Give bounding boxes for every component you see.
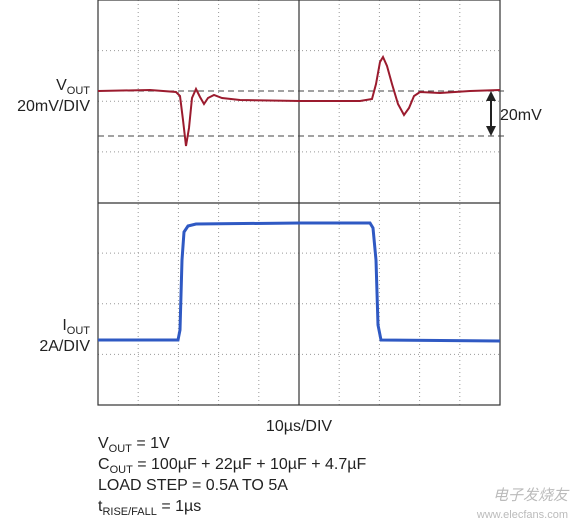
watermark-url: www.elecfans.com (476, 509, 568, 521)
vout-scale: 20mV/DIV (17, 98, 90, 115)
iout-scale: 2A/DIV (39, 338, 90, 355)
condition-symbol: V (98, 435, 109, 452)
condition-line: LOAD STEP = 0.5A TO 5A (98, 477, 288, 494)
condition-subscript: OUT (110, 464, 134, 476)
condition-subscript: RISE/FALL (102, 506, 156, 518)
vout-label: VOUT (56, 77, 90, 97)
condition-text: = 1µs (157, 498, 201, 515)
iout-trace (98, 221, 501, 343)
condition-symbol: C (98, 456, 110, 473)
iout-symbol: I (62, 317, 66, 334)
vout-trace (97, 54, 501, 147)
condition-line: VOUT = 1V (98, 435, 170, 455)
watermark-brand: 电子发烧友 (493, 487, 570, 504)
dimension-arrow (486, 91, 496, 136)
condition-line: COUT = 100µF + 22µF + 10µF + 4.7µF (98, 456, 366, 476)
condition-symbol: t (98, 498, 103, 515)
condition-subscript: OUT (109, 443, 133, 455)
condition-line: tRISE/FALL = 1µs (98, 498, 201, 518)
vout-symbol: V (56, 77, 67, 94)
condition-text: LOAD STEP = 0.5A TO 5A (98, 477, 288, 494)
condition-text: = 1V (132, 435, 170, 452)
annotation: 20mV (500, 107, 542, 124)
iout-label: IOUT (62, 317, 90, 337)
time-scale: 10µs/DIV (266, 418, 332, 435)
vout-subscript: OUT (67, 85, 91, 97)
iout-subscript: OUT (67, 325, 91, 337)
condition-text: = 100µF + 22µF + 10µF + 4.7µF (133, 456, 367, 473)
